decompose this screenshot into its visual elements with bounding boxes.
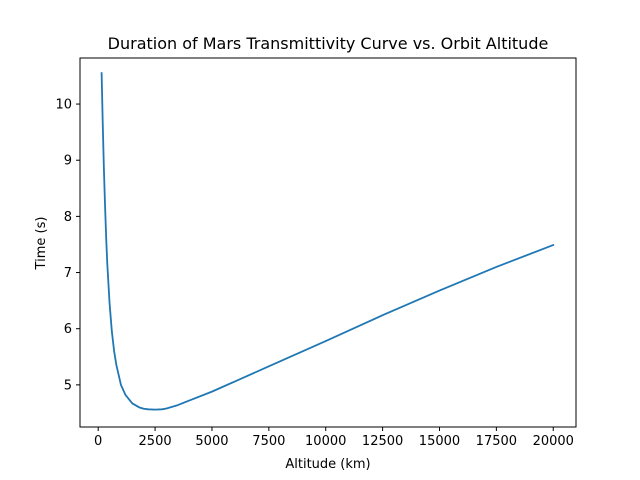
x-tick-label: 20000 [533,434,574,449]
y-tick-label: 9 [64,154,72,169]
x-tick-label: 5000 [195,434,228,449]
y-tick-label: 6 [64,322,72,337]
y-tick-label: 5 [64,378,72,393]
y-tick-label: 7 [64,266,72,281]
x-tick-label: 12500 [362,434,403,449]
x-tick-label: 7500 [252,434,285,449]
y-tick-label: 8 [64,210,72,225]
y-axis-label: Time (s) [34,217,49,271]
series-line-0 [100,72,555,411]
y-tick-label: 10 [55,98,72,113]
chart-title: Duration of Mars Transmittivity Curve vs… [108,34,549,53]
x-tick-label: 17500 [476,434,517,449]
x-tick-label: 15000 [419,434,460,449]
x-axis-label: Altitude (km) [285,457,370,472]
x-tick-label: 2500 [139,434,172,449]
x-tick-label: 0 [94,434,102,449]
axes-frame [79,57,577,428]
plot-area: 0 2500 5000 7500 10000 12500 15000 17500 20000 5 6… [55,57,577,449]
x-tick-label: 10000 [305,434,346,449]
